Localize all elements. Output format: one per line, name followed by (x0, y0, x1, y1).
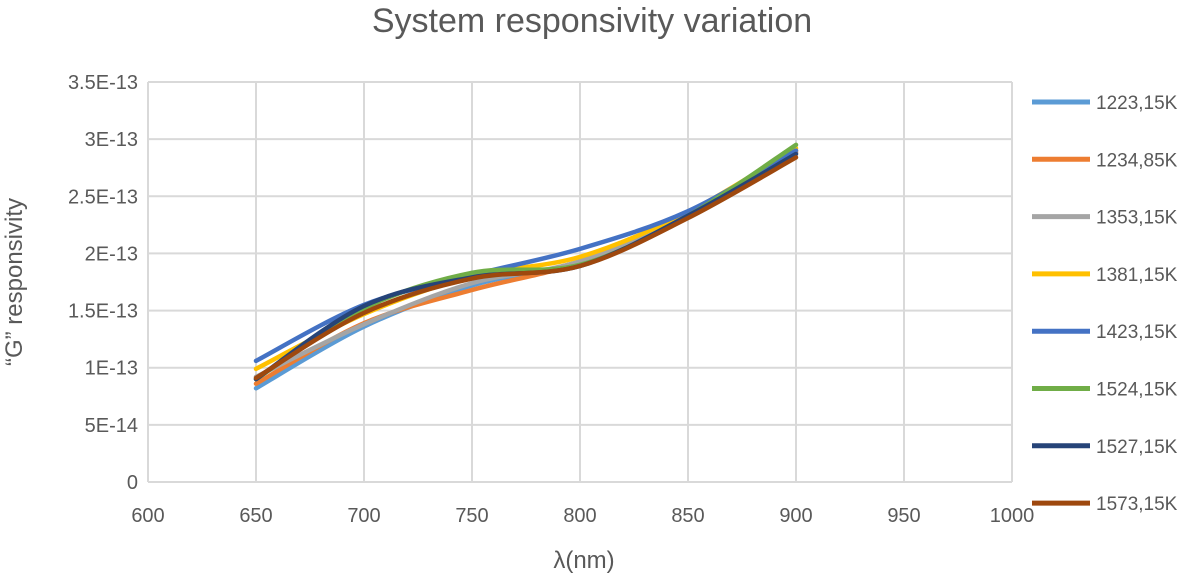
y-tick-label: 3.5E-13 (68, 72, 138, 94)
y-tick-label: 1E-13 (85, 358, 138, 380)
x-tick-label: 750 (455, 505, 488, 527)
legend-label: 1524,15K (1096, 380, 1178, 401)
y-tick-label: 3E-13 (85, 129, 138, 151)
x-axis-title: λ(nm) (553, 547, 614, 574)
x-tick-labels: 600 650 700 750 800 850 900 950 1000 (131, 505, 1034, 527)
legend-label: 1234,85K (1096, 150, 1178, 171)
legend-label: 1353,15K (1096, 208, 1178, 229)
x-tick-label: 800 (563, 505, 596, 527)
legend-label: 1573,15K (1096, 494, 1178, 515)
legend-label: 1381,15K (1096, 265, 1178, 286)
x-tick-label: 850 (671, 505, 704, 527)
y-tick-label: 5E-14 (85, 415, 138, 437)
y-tick-label: 0 (127, 472, 138, 494)
grid-lines (147, 81, 1013, 483)
series-lines (253, 142, 799, 391)
x-tick-label: 950 (887, 505, 920, 527)
chart-title: System responsivity variation (372, 2, 812, 40)
legend-label: 1423,15K (1096, 322, 1178, 343)
legend: 1223,15K 1234,85K 1353,15K 1381,15K 1423,15K… (1032, 93, 1178, 515)
series-line-7 (253, 155, 799, 381)
x-tick-label: 650 (239, 505, 272, 527)
x-tick-label: 900 (779, 505, 812, 527)
y-tick-label: 2E-13 (85, 243, 138, 265)
series-line-4 (253, 148, 799, 364)
legend-label: 1223,15K (1096, 93, 1178, 114)
legend-label: 1527,15K (1096, 437, 1178, 458)
x-tick-label: 700 (347, 505, 380, 527)
y-tick-labels: 0 5E-14 1E-13 1.5E-13 2E-13 2.5E-13 3E-13 3.5E-… (68, 72, 138, 494)
y-axis-title: “G” responsivity (1, 198, 28, 366)
y-tick-label: 1.5E-13 (68, 301, 138, 323)
x-tick-label: 600 (131, 505, 164, 527)
y-tick-label: 2.5E-13 (68, 186, 138, 208)
x-tick-label: 1000 (990, 505, 1035, 527)
